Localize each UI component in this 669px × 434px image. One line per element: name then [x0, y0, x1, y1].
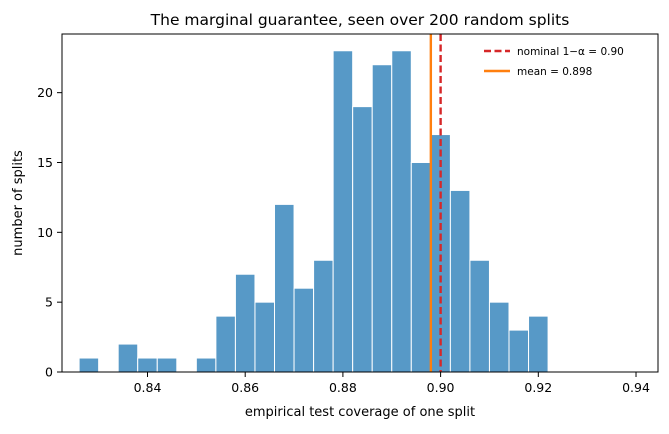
x-tick-label: 0.88 [329, 380, 357, 395]
histogram-bar [488, 301, 510, 373]
histogram-bar [391, 50, 412, 373]
histogram-bar [528, 315, 549, 373]
x-tick-label: 0.90 [427, 380, 455, 395]
histogram-bar [332, 50, 354, 373]
y-tick-label: 0 [45, 365, 53, 380]
x-tick-label: 0.92 [524, 380, 552, 395]
chart-title: The marginal guarantee, seen over 200 ra… [150, 11, 570, 29]
x-axis-label: empirical test coverage of one split [245, 405, 475, 420]
histogram-bar [234, 273, 256, 373]
histogram-bar [254, 301, 276, 373]
histogram-bar [410, 161, 432, 373]
reference-lines [429, 34, 442, 372]
histogram-bar [430, 134, 451, 373]
legend-box [474, 39, 654, 85]
histogram-bar [195, 357, 217, 373]
histogram-bar [78, 357, 100, 373]
plot-frame [61, 33, 659, 373]
histogram-bar [137, 357, 158, 373]
histogram-bar [449, 189, 471, 373]
histogram-bars [78, 50, 549, 373]
x-tick-label: 0.84 [134, 380, 162, 395]
histogram-bar [469, 259, 490, 373]
histogram-bar [117, 343, 139, 373]
histogram-bar [156, 357, 178, 373]
x-tick-label: 0.86 [231, 380, 259, 395]
histogram-bar [274, 203, 295, 373]
y-tick-label: 15 [37, 155, 53, 170]
histogram-bar [313, 259, 334, 373]
x-tick-label: 0.94 [622, 380, 650, 395]
y-axis: 0 5 10 15 20 [37, 85, 62, 380]
histogram-bar [371, 64, 393, 373]
histogram-bar [293, 287, 315, 373]
histogram-bar [215, 315, 236, 373]
legend-label-nominal: nominal 1−α = 0.90 [517, 46, 624, 58]
y-tick-label: 20 [37, 85, 53, 100]
y-tick-label: 10 [37, 225, 53, 240]
legend-label-mean: mean = 0.898 [517, 66, 592, 78]
histogram-bar [508, 329, 530, 373]
y-tick-label: 5 [45, 295, 53, 310]
y-axis-label: number of splits [11, 150, 26, 256]
histogram-bar [352, 106, 373, 373]
x-axis: 0.84 0.86 0.88 0.90 0.92 0.94 [134, 372, 650, 395]
legend: nominal 1−α = 0.90 mean = 0.898 [474, 39, 654, 85]
